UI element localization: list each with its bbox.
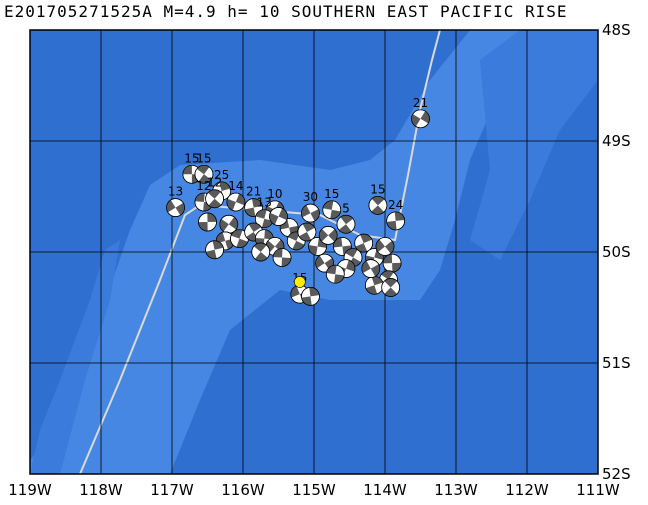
event-depth-label: 21 — [413, 96, 428, 110]
epicenter-marker — [293, 276, 306, 288]
event-depth-label: 15 — [370, 182, 385, 196]
focal-mechanism-beachball — [325, 264, 345, 284]
focal-mechanism-beachball — [297, 222, 317, 242]
focal-mechanism-beachball — [205, 189, 224, 209]
focal-mechanism-beachball — [375, 237, 395, 256]
focal-mechanism-beachball — [219, 214, 239, 234]
map-title: E201705271525A M=4.9 h= 10 SOUTHERN EAST… — [4, 2, 568, 21]
focal-mechanism-beachball — [386, 211, 405, 231]
x-tick-label: 115W — [292, 481, 336, 499]
focal-mechanism-beachball — [194, 164, 214, 184]
y-tick-label: 51S — [602, 354, 631, 372]
x-tick-label: 118W — [79, 481, 123, 499]
event-depth-label: 25 — [214, 168, 229, 182]
ridge-shallow-zone-west — [30, 240, 120, 474]
event-depth-label: 30 — [303, 190, 318, 204]
x-tick-label: 119W — [8, 481, 52, 499]
focal-mechanism-beachball — [226, 192, 246, 212]
focal-mechanism-beachball — [272, 248, 292, 267]
y-tick-label: 49S — [602, 132, 631, 150]
event-depth-label: 15 — [196, 151, 211, 165]
event-depth-label: 15 — [324, 187, 339, 201]
focal-mechanism-beachball — [254, 209, 274, 229]
focal-mechanism-beachball — [215, 231, 235, 251]
focal-mechanism-beachball — [286, 231, 306, 251]
focal-mechanism-beachball — [269, 207, 288, 226]
event-depth-label: 12 — [196, 179, 211, 193]
event-depth-label: 13 — [168, 185, 183, 199]
x-tick-label: 112W — [505, 481, 549, 499]
event-depth-label: 5 — [342, 201, 350, 215]
y-tick-label: 48S — [602, 21, 631, 39]
epicenter-layer — [293, 276, 306, 288]
focal-mechanism-beachball — [336, 214, 356, 234]
focal-mechanism-beachball — [301, 287, 320, 306]
focal-mechanism-beachball — [251, 242, 271, 262]
map-frame — [29, 29, 599, 475]
x-tick-label: 116W — [221, 481, 265, 499]
focal-mechanism-beachball — [166, 198, 185, 217]
event-depth-label: 10 — [267, 187, 282, 201]
x-tick-label: 113W — [434, 481, 478, 499]
event-depth-label: 12 — [207, 176, 222, 190]
focal-mechanism-beachball — [382, 253, 402, 273]
event-depth-label: 13 — [257, 196, 272, 210]
focal-mechanism-beachball — [368, 196, 388, 215]
focal-mechanism-beachball — [205, 240, 224, 260]
y-tick-label: 52S — [602, 465, 631, 483]
focal-mechanism-beachball — [365, 275, 384, 295]
focal-mechanism-beachball — [301, 203, 320, 223]
focal-mechanism-beachball — [411, 109, 430, 129]
focal-mechanism-beachball — [354, 233, 374, 253]
axis-labels: 119W 118W 117W 116W 115W 114W 113W 112W 111W 48S 4… — [8, 21, 630, 499]
focal-mechanism-beachball — [322, 200, 342, 220]
focal-mechanism-beachball — [361, 259, 381, 278]
focal-mechanism-beachball — [230, 229, 249, 249]
focal-mechanism-beachball — [318, 226, 338, 245]
focal-mechanism-beachball — [381, 278, 401, 297]
x-tick-label: 114W — [363, 481, 407, 499]
event-depth-label: 21 — [246, 185, 261, 199]
y-tick-label: 50S — [602, 243, 631, 261]
x-tick-label: 117W — [150, 481, 194, 499]
event-depth-label: 14 — [228, 179, 243, 193]
focal-mechanism-beachball — [198, 212, 217, 232]
x-tick-label: 111W — [576, 481, 620, 499]
ridge-shallow-zone-east — [470, 30, 598, 260]
event-depth-label: 24 — [388, 198, 403, 212]
event-depth-label: 15 — [184, 151, 199, 165]
